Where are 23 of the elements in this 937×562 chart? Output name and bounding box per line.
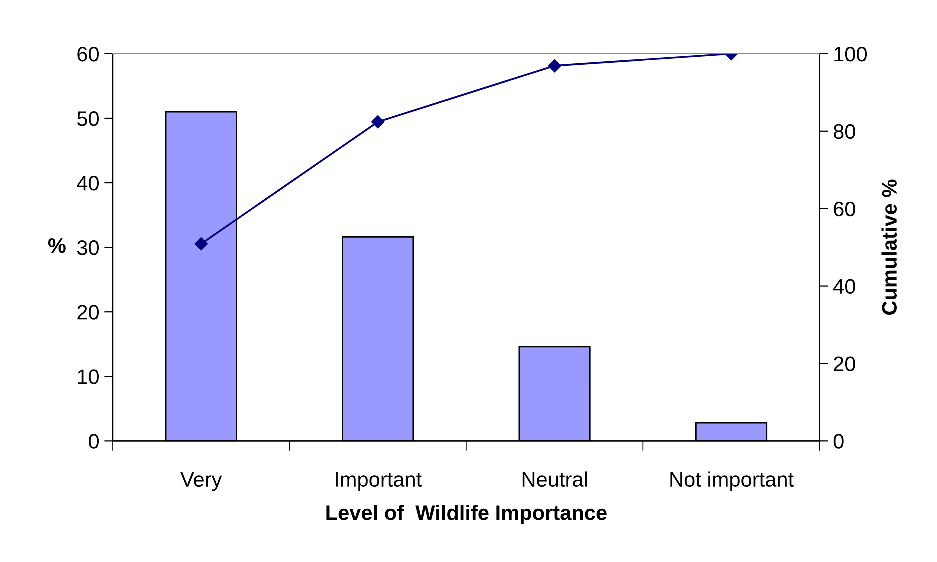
x-axis-title: Level of Wildlife Importance [326, 505, 607, 524]
x-tick-label: Important [336, 472, 422, 492]
y2-tick-label: 60 [834, 202, 856, 217]
y2-axis-title: Cumulative % [882, 180, 898, 316]
y2-tick-label: 80 [834, 124, 856, 140]
point [548, 59, 562, 73]
y2-tick-label: 100 [834, 46, 868, 62]
y-tick-label: 20 [78, 305, 99, 320]
x-tick-label: Not important [670, 472, 794, 492]
y2-tick-label: 40 [834, 279, 856, 294]
x-tick-label: Neutral [522, 472, 587, 488]
y2-tick-label: 20 [834, 356, 856, 372]
y-tick-label: 30 [77, 240, 99, 256]
point [194, 237, 208, 251]
y-tick-label: 10 [78, 370, 99, 384]
y-tick-label: 0 [89, 434, 99, 449]
y-axis-title: % [48, 238, 66, 254]
y2-tick-label: 0 [834, 434, 844, 449]
y-tick-label: 50 [77, 111, 99, 126]
y-tick-label: 40 [77, 176, 99, 191]
y-tick-label: 60 [78, 46, 99, 62]
point [371, 116, 385, 129]
x-tick-label: Very [180, 472, 222, 492]
